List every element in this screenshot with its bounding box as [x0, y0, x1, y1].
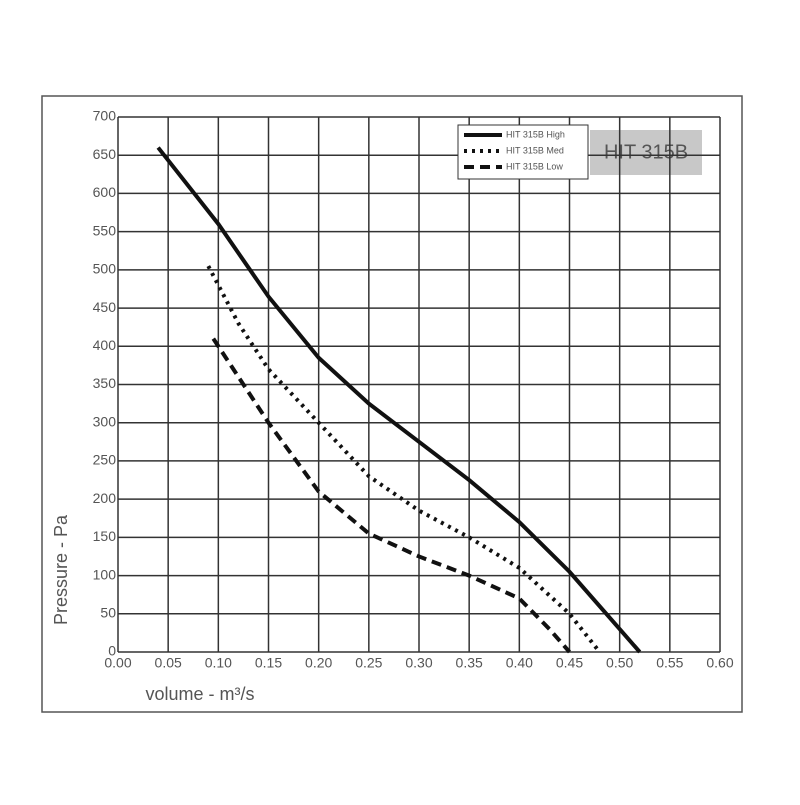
x-tick-label: 0.10 — [205, 655, 232, 671]
x-tick-label: 0.35 — [456, 655, 483, 671]
y-tick-label: 200 — [93, 490, 117, 506]
series-line — [156, 146, 642, 654]
x-tick-label: 0.05 — [155, 655, 182, 671]
badge: HIT 315B — [604, 141, 688, 163]
frame — [41, 95, 743, 713]
y-tick-label: 550 — [93, 222, 117, 238]
y-tick-label: 700 — [93, 108, 117, 124]
y-tick-label: 50 — [100, 604, 116, 620]
y-axis-label: Pressure - Pa — [51, 514, 71, 625]
legend-label: HIT 315B High — [506, 129, 565, 139]
x-tick-label: 0.25 — [355, 655, 382, 671]
x-tick-label: 0.15 — [255, 655, 282, 671]
y-tick-label: 250 — [93, 452, 117, 468]
x-tick-label: 0.60 — [706, 655, 733, 671]
x-tick-label: 0.20 — [305, 655, 332, 671]
x-tick-label: 0.55 — [656, 655, 683, 671]
y-tick-label: 300 — [93, 413, 117, 429]
y-tick-label: 150 — [93, 528, 117, 544]
series-line — [211, 337, 572, 654]
x-tick-label: 0.45 — [556, 655, 583, 671]
x-tick-label: 0.50 — [606, 655, 633, 671]
y-tick-label: 600 — [93, 184, 117, 200]
y-tick-label: 400 — [93, 337, 117, 353]
y-tick-label: 350 — [93, 375, 117, 391]
y-tick-label: 100 — [93, 566, 117, 582]
y-tick-label: 650 — [93, 146, 117, 162]
badge-box — [590, 130, 702, 175]
x-tick-label: 0.40 — [506, 655, 533, 671]
y-tick-label: 450 — [93, 299, 117, 315]
legend-label: HIT 315B Low — [506, 161, 563, 171]
y-tick-label: 500 — [93, 261, 117, 277]
legend-label: HIT 315B Med — [506, 145, 564, 155]
x-axis-label: volume - m³/s — [145, 684, 254, 704]
x-tick-label: 0.00 — [104, 655, 131, 671]
series-line — [206, 265, 602, 654]
y-tick-label: 0 — [108, 643, 116, 659]
x-tick-label: 0.30 — [405, 655, 432, 671]
